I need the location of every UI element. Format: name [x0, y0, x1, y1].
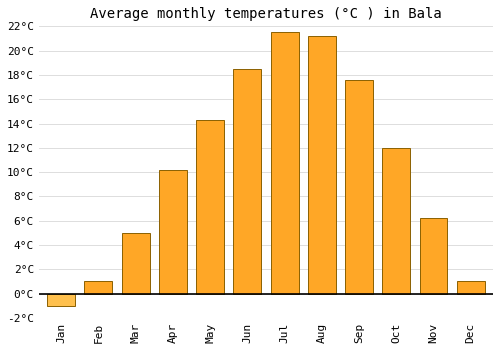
Bar	[196, 120, 224, 294]
Bar	[420, 218, 448, 294]
Bar	[122, 233, 150, 294]
Bar	[457, 281, 484, 294]
Bar	[47, 294, 75, 306]
Bar	[270, 32, 298, 294]
Bar	[345, 80, 373, 294]
Title: Average monthly temperatures (°C ) in Bala: Average monthly temperatures (°C ) in Ba…	[90, 7, 442, 21]
Bar	[159, 170, 187, 294]
Bar	[234, 69, 262, 294]
Bar	[382, 148, 410, 294]
Bar	[308, 36, 336, 294]
Bar	[84, 281, 112, 294]
